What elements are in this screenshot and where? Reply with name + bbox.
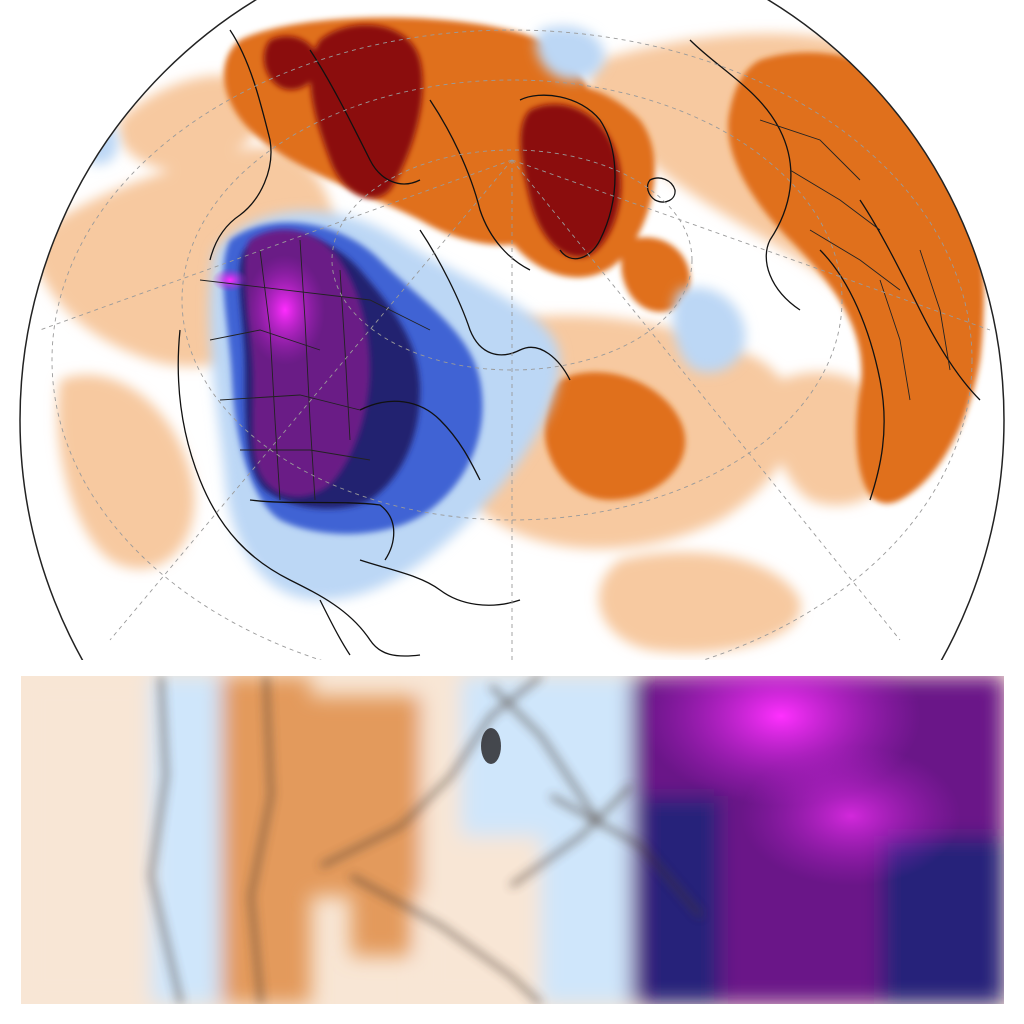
zoomed-detail-map xyxy=(21,676,1004,1004)
zoom-borders xyxy=(148,676,703,1004)
extreme-cold-magenta-core xyxy=(212,255,325,365)
warm-anomaly-strong-cores xyxy=(263,24,621,258)
zoomed-detail-panel xyxy=(21,676,1004,1004)
hemisphere-map xyxy=(19,0,1005,660)
zoom-lake-marker xyxy=(481,728,501,764)
globe-outline xyxy=(19,0,1005,660)
political-borders xyxy=(199,119,951,501)
zoom-magenta-glow xyxy=(641,676,961,886)
graticule xyxy=(39,29,991,660)
hemisphere-map-panel xyxy=(19,0,1005,660)
